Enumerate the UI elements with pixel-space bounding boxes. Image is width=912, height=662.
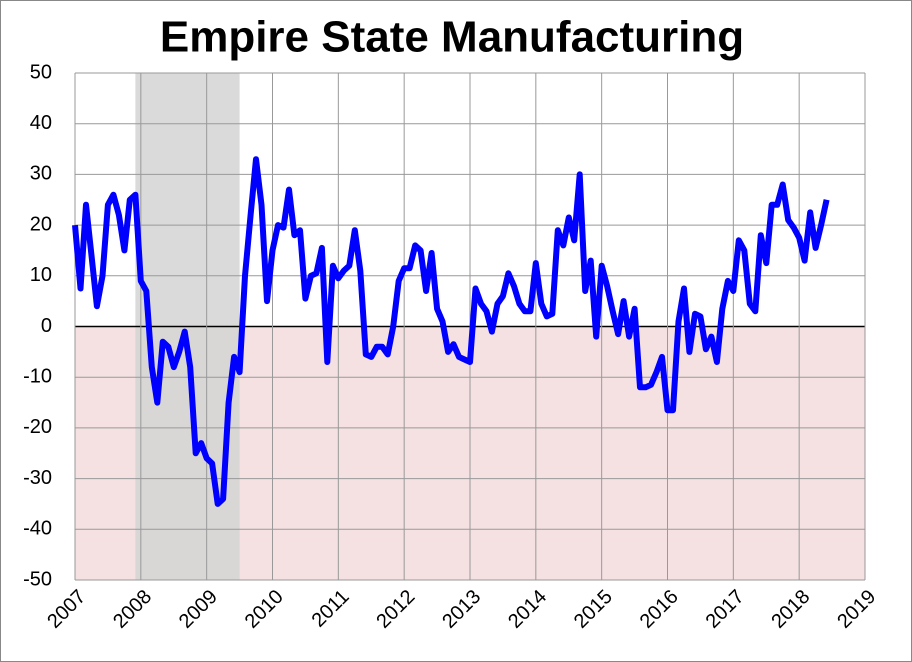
data-line bbox=[72, 156, 830, 507]
y-tick-label: 50 bbox=[30, 61, 52, 83]
y-tick-label: 40 bbox=[30, 112, 52, 134]
y-tick-label: 10 bbox=[30, 264, 52, 286]
y-tick-label: 30 bbox=[30, 163, 52, 185]
y-tick-label: -10 bbox=[23, 365, 52, 387]
y-tick-label: -30 bbox=[23, 467, 52, 489]
y-tick-label: -40 bbox=[23, 518, 52, 540]
y-tick-label: 20 bbox=[30, 213, 52, 235]
chart-title: Empire State Manufacturing bbox=[160, 13, 744, 62]
y-tick-label: -50 bbox=[23, 568, 52, 590]
y-tick-label: -20 bbox=[23, 416, 52, 438]
y-tick-label: 0 bbox=[41, 315, 52, 337]
